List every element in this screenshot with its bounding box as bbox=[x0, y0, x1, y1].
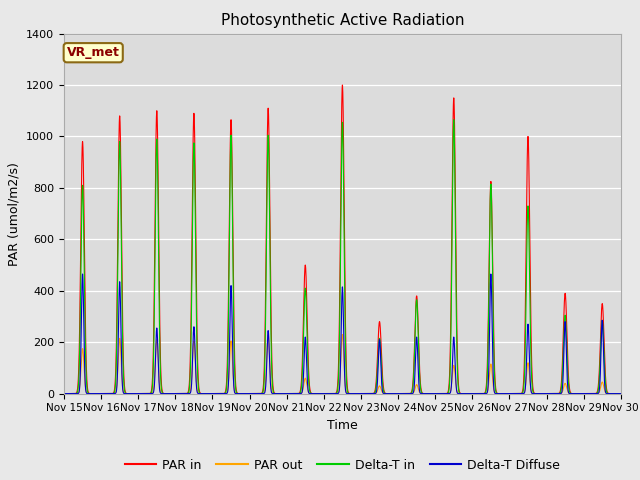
Delta-T Diffuse bbox=[446, 390, 454, 396]
Delta-T in bbox=[119, 360, 127, 366]
PAR in bbox=[60, 391, 68, 396]
Legend: PAR in, PAR out, Delta-T in, Delta-T Diffuse: PAR in, PAR out, Delta-T in, Delta-T Dif… bbox=[120, 454, 565, 477]
Delta-T Diffuse bbox=[127, 391, 135, 396]
PAR out bbox=[264, 332, 272, 337]
PAR in bbox=[491, 363, 499, 369]
Delta-T Diffuse bbox=[79, 271, 86, 277]
PAR out bbox=[127, 391, 135, 396]
PAR in bbox=[329, 391, 337, 396]
PAR out bbox=[446, 390, 454, 396]
Title: Photosynthetic Active Radiation: Photosynthetic Active Radiation bbox=[221, 13, 464, 28]
Delta-T in bbox=[329, 391, 337, 396]
PAR out bbox=[247, 391, 255, 396]
Delta-T Diffuse bbox=[491, 390, 499, 396]
Text: VR_met: VR_met bbox=[67, 46, 120, 59]
Y-axis label: PAR (umol/m2/s): PAR (umol/m2/s) bbox=[8, 162, 20, 265]
Delta-T in bbox=[617, 391, 625, 396]
Delta-T Diffuse bbox=[119, 389, 127, 395]
Line: Delta-T in: Delta-T in bbox=[64, 120, 621, 394]
PAR in bbox=[119, 343, 127, 349]
X-axis label: Time: Time bbox=[327, 419, 358, 432]
Line: PAR out: PAR out bbox=[64, 335, 621, 394]
Line: Delta-T Diffuse: Delta-T Diffuse bbox=[64, 274, 621, 394]
Delta-T Diffuse bbox=[247, 391, 255, 396]
Line: PAR in: PAR in bbox=[64, 85, 621, 394]
PAR out bbox=[617, 391, 625, 396]
Delta-T in bbox=[491, 372, 499, 378]
PAR in bbox=[339, 82, 346, 88]
Delta-T in bbox=[60, 391, 68, 396]
PAR in bbox=[247, 391, 255, 396]
PAR out bbox=[119, 386, 127, 392]
PAR in bbox=[127, 391, 135, 396]
PAR out bbox=[491, 389, 499, 395]
Delta-T Diffuse bbox=[329, 391, 337, 396]
Delta-T in bbox=[127, 391, 135, 396]
Delta-T in bbox=[446, 374, 454, 380]
PAR out bbox=[60, 391, 68, 396]
PAR in bbox=[446, 358, 454, 364]
Delta-T Diffuse bbox=[617, 391, 625, 396]
Delta-T in bbox=[247, 391, 255, 396]
Delta-T in bbox=[450, 117, 458, 122]
PAR in bbox=[617, 391, 625, 396]
Delta-T Diffuse bbox=[60, 391, 68, 396]
PAR out bbox=[329, 391, 337, 396]
